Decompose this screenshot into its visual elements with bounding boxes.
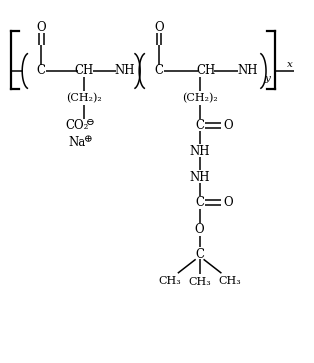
Text: CH₃: CH₃: [159, 276, 181, 286]
Text: (CH₂)₂: (CH₂)₂: [66, 93, 101, 103]
Text: CH₃: CH₃: [218, 276, 241, 286]
Text: C: C: [36, 65, 46, 77]
Text: CO₂: CO₂: [65, 119, 89, 132]
Text: O: O: [154, 21, 164, 34]
Text: y: y: [264, 74, 270, 83]
Text: C: C: [195, 196, 204, 209]
Text: O: O: [36, 21, 46, 34]
Text: O: O: [195, 223, 204, 236]
Text: NH: NH: [189, 171, 210, 184]
Text: CH: CH: [196, 65, 215, 77]
Text: CH₃: CH₃: [188, 277, 211, 287]
Text: C: C: [195, 248, 204, 261]
Text: C: C: [195, 119, 204, 132]
Text: O: O: [224, 196, 233, 209]
Text: ⊕: ⊕: [84, 135, 93, 144]
Text: NH: NH: [114, 65, 134, 77]
Text: NH: NH: [189, 145, 210, 158]
Text: CH: CH: [74, 65, 93, 77]
Text: x: x: [287, 60, 293, 69]
Text: O: O: [224, 119, 233, 132]
Text: ⊖: ⊖: [86, 118, 95, 127]
Text: (CH₂)₂: (CH₂)₂: [182, 93, 218, 103]
Text: NH: NH: [237, 65, 257, 77]
Text: C: C: [154, 65, 164, 77]
Text: Na: Na: [68, 136, 85, 149]
